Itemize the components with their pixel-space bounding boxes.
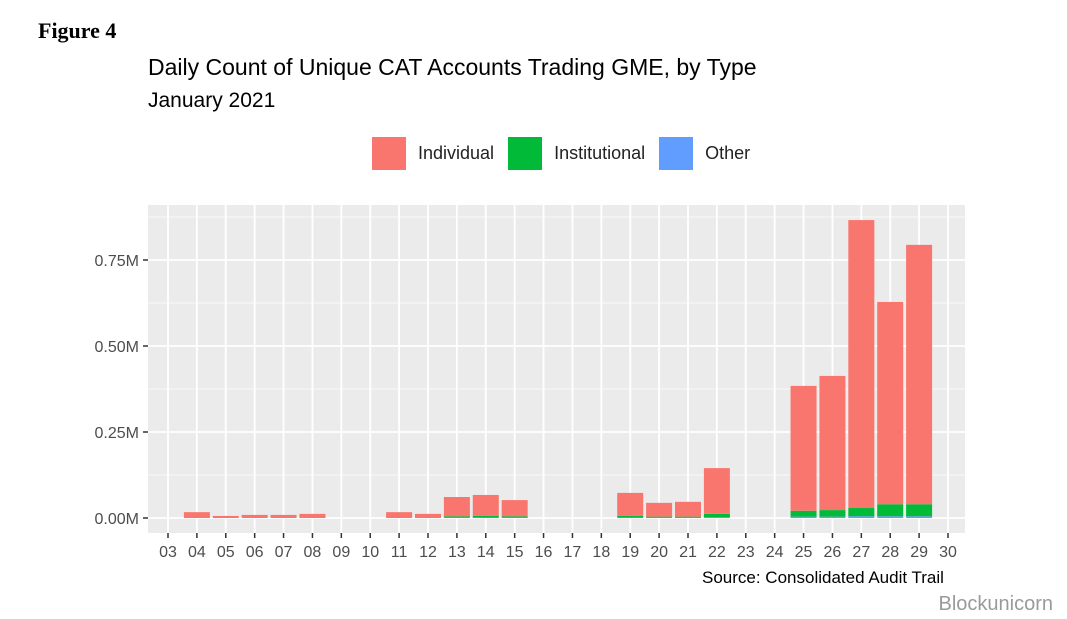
bar-other-25 bbox=[790, 516, 817, 518]
legend-item-other: Other bbox=[659, 137, 750, 170]
x-tick-label: 11 bbox=[391, 544, 408, 561]
figure-label: Figure 4 bbox=[38, 18, 117, 43]
x-tick-label: 28 bbox=[881, 544, 899, 561]
legend-label: Individual bbox=[418, 143, 495, 163]
bar-other-22 bbox=[703, 517, 730, 518]
bar-individual-08 bbox=[299, 513, 326, 518]
bar-other-27 bbox=[848, 516, 875, 518]
bar-individual-06 bbox=[241, 514, 268, 518]
bar-institutional-14 bbox=[472, 515, 499, 518]
x-tick-label: 22 bbox=[708, 544, 726, 561]
y-tick-label: 0.00M bbox=[95, 511, 139, 528]
bar-individual-27 bbox=[848, 220, 875, 509]
x-tick-label: 04 bbox=[188, 544, 206, 561]
legend: Individual Institutional Other bbox=[372, 137, 764, 170]
legend-item-institutional: Institutional bbox=[508, 137, 645, 170]
bar-institutional-22 bbox=[703, 513, 730, 518]
bar-other-29 bbox=[906, 516, 933, 518]
bar-institutional-20 bbox=[646, 516, 673, 518]
watermark: Blockunicorn bbox=[938, 593, 1053, 615]
legend-swatch-institutional bbox=[508, 137, 543, 170]
x-tick-label: 16 bbox=[535, 544, 553, 561]
source-note: Source: Consolidated Audit Trail bbox=[702, 568, 944, 587]
x-tick-label: 10 bbox=[361, 544, 379, 561]
legend-label: Institutional bbox=[554, 143, 646, 163]
x-tick-label: 27 bbox=[852, 544, 870, 561]
bar-individual-15 bbox=[501, 500, 528, 517]
bar-individual-29 bbox=[906, 244, 933, 505]
bar-individual-22 bbox=[703, 468, 730, 514]
bar-institutional-19 bbox=[617, 515, 644, 518]
x-tick-label: 29 bbox=[910, 544, 928, 561]
bar-individual-07 bbox=[270, 514, 297, 518]
bar-individual-21 bbox=[675, 501, 701, 517]
bar-individual-26 bbox=[819, 375, 846, 511]
bar-institutional-26 bbox=[819, 510, 846, 517]
bar-institutional-25 bbox=[790, 510, 817, 517]
x-tick-label: 21 bbox=[679, 544, 697, 561]
y-tick-label: 0.25M bbox=[95, 425, 139, 442]
x-tick-label: 12 bbox=[419, 544, 437, 561]
bar-individual-20 bbox=[646, 502, 673, 517]
x-tick-label: 08 bbox=[304, 544, 322, 561]
bar-institutional-28 bbox=[877, 504, 904, 517]
x-tick-label: 20 bbox=[650, 544, 668, 561]
y-tick-label: 0.75M bbox=[95, 253, 139, 270]
bar-institutional-27 bbox=[848, 508, 875, 517]
legend-swatch-individual bbox=[372, 137, 406, 170]
bar-individual-14 bbox=[472, 494, 499, 516]
bar-institutional-13 bbox=[443, 516, 470, 518]
bar-individual-12 bbox=[415, 513, 441, 518]
bar-individual-11 bbox=[386, 512, 413, 518]
bar-institutional-29 bbox=[906, 504, 933, 517]
x-tick-label: 18 bbox=[592, 544, 610, 561]
x-tick-label: 05 bbox=[217, 544, 235, 561]
bar-individual-25 bbox=[790, 385, 817, 511]
y-tick-label: 0.50M bbox=[95, 339, 139, 356]
x-tick-label: 19 bbox=[621, 544, 639, 561]
x-tick-label: 15 bbox=[506, 544, 524, 561]
bar-individual-13 bbox=[443, 497, 470, 517]
x-tick-label: 23 bbox=[737, 544, 755, 561]
x-tick-label: 30 bbox=[939, 544, 957, 561]
x-tick-label: 13 bbox=[448, 544, 466, 561]
x-tick-label: 07 bbox=[275, 544, 293, 561]
bar-individual-19 bbox=[617, 492, 644, 516]
bar-other-26 bbox=[819, 516, 846, 518]
x-tick-label: 14 bbox=[477, 544, 495, 561]
x-tick-label: 09 bbox=[332, 544, 350, 561]
bar-individual-28 bbox=[877, 301, 904, 505]
x-tick-label: 26 bbox=[824, 544, 842, 561]
chart-subtitle: January 2021 bbox=[148, 89, 276, 112]
x-tick-label: 06 bbox=[246, 544, 264, 561]
bar-individual-05 bbox=[212, 515, 239, 518]
bar-other-28 bbox=[877, 516, 904, 518]
bar-institutional-21 bbox=[675, 516, 701, 518]
x-tick-label: 17 bbox=[564, 544, 582, 561]
legend-swatch-other bbox=[659, 137, 694, 170]
x-tick-label: 25 bbox=[795, 544, 813, 561]
legend-item-individual: Individual bbox=[372, 137, 494, 170]
legend-label: Other bbox=[705, 143, 751, 163]
bar-individual-04 bbox=[183, 512, 210, 518]
x-tick-label: 24 bbox=[766, 544, 784, 561]
bar-institutional-15 bbox=[501, 516, 528, 518]
x-tick-label: 03 bbox=[159, 544, 177, 561]
chart-title: Daily Count of Unique CAT Accounts Tradi… bbox=[148, 54, 757, 80]
